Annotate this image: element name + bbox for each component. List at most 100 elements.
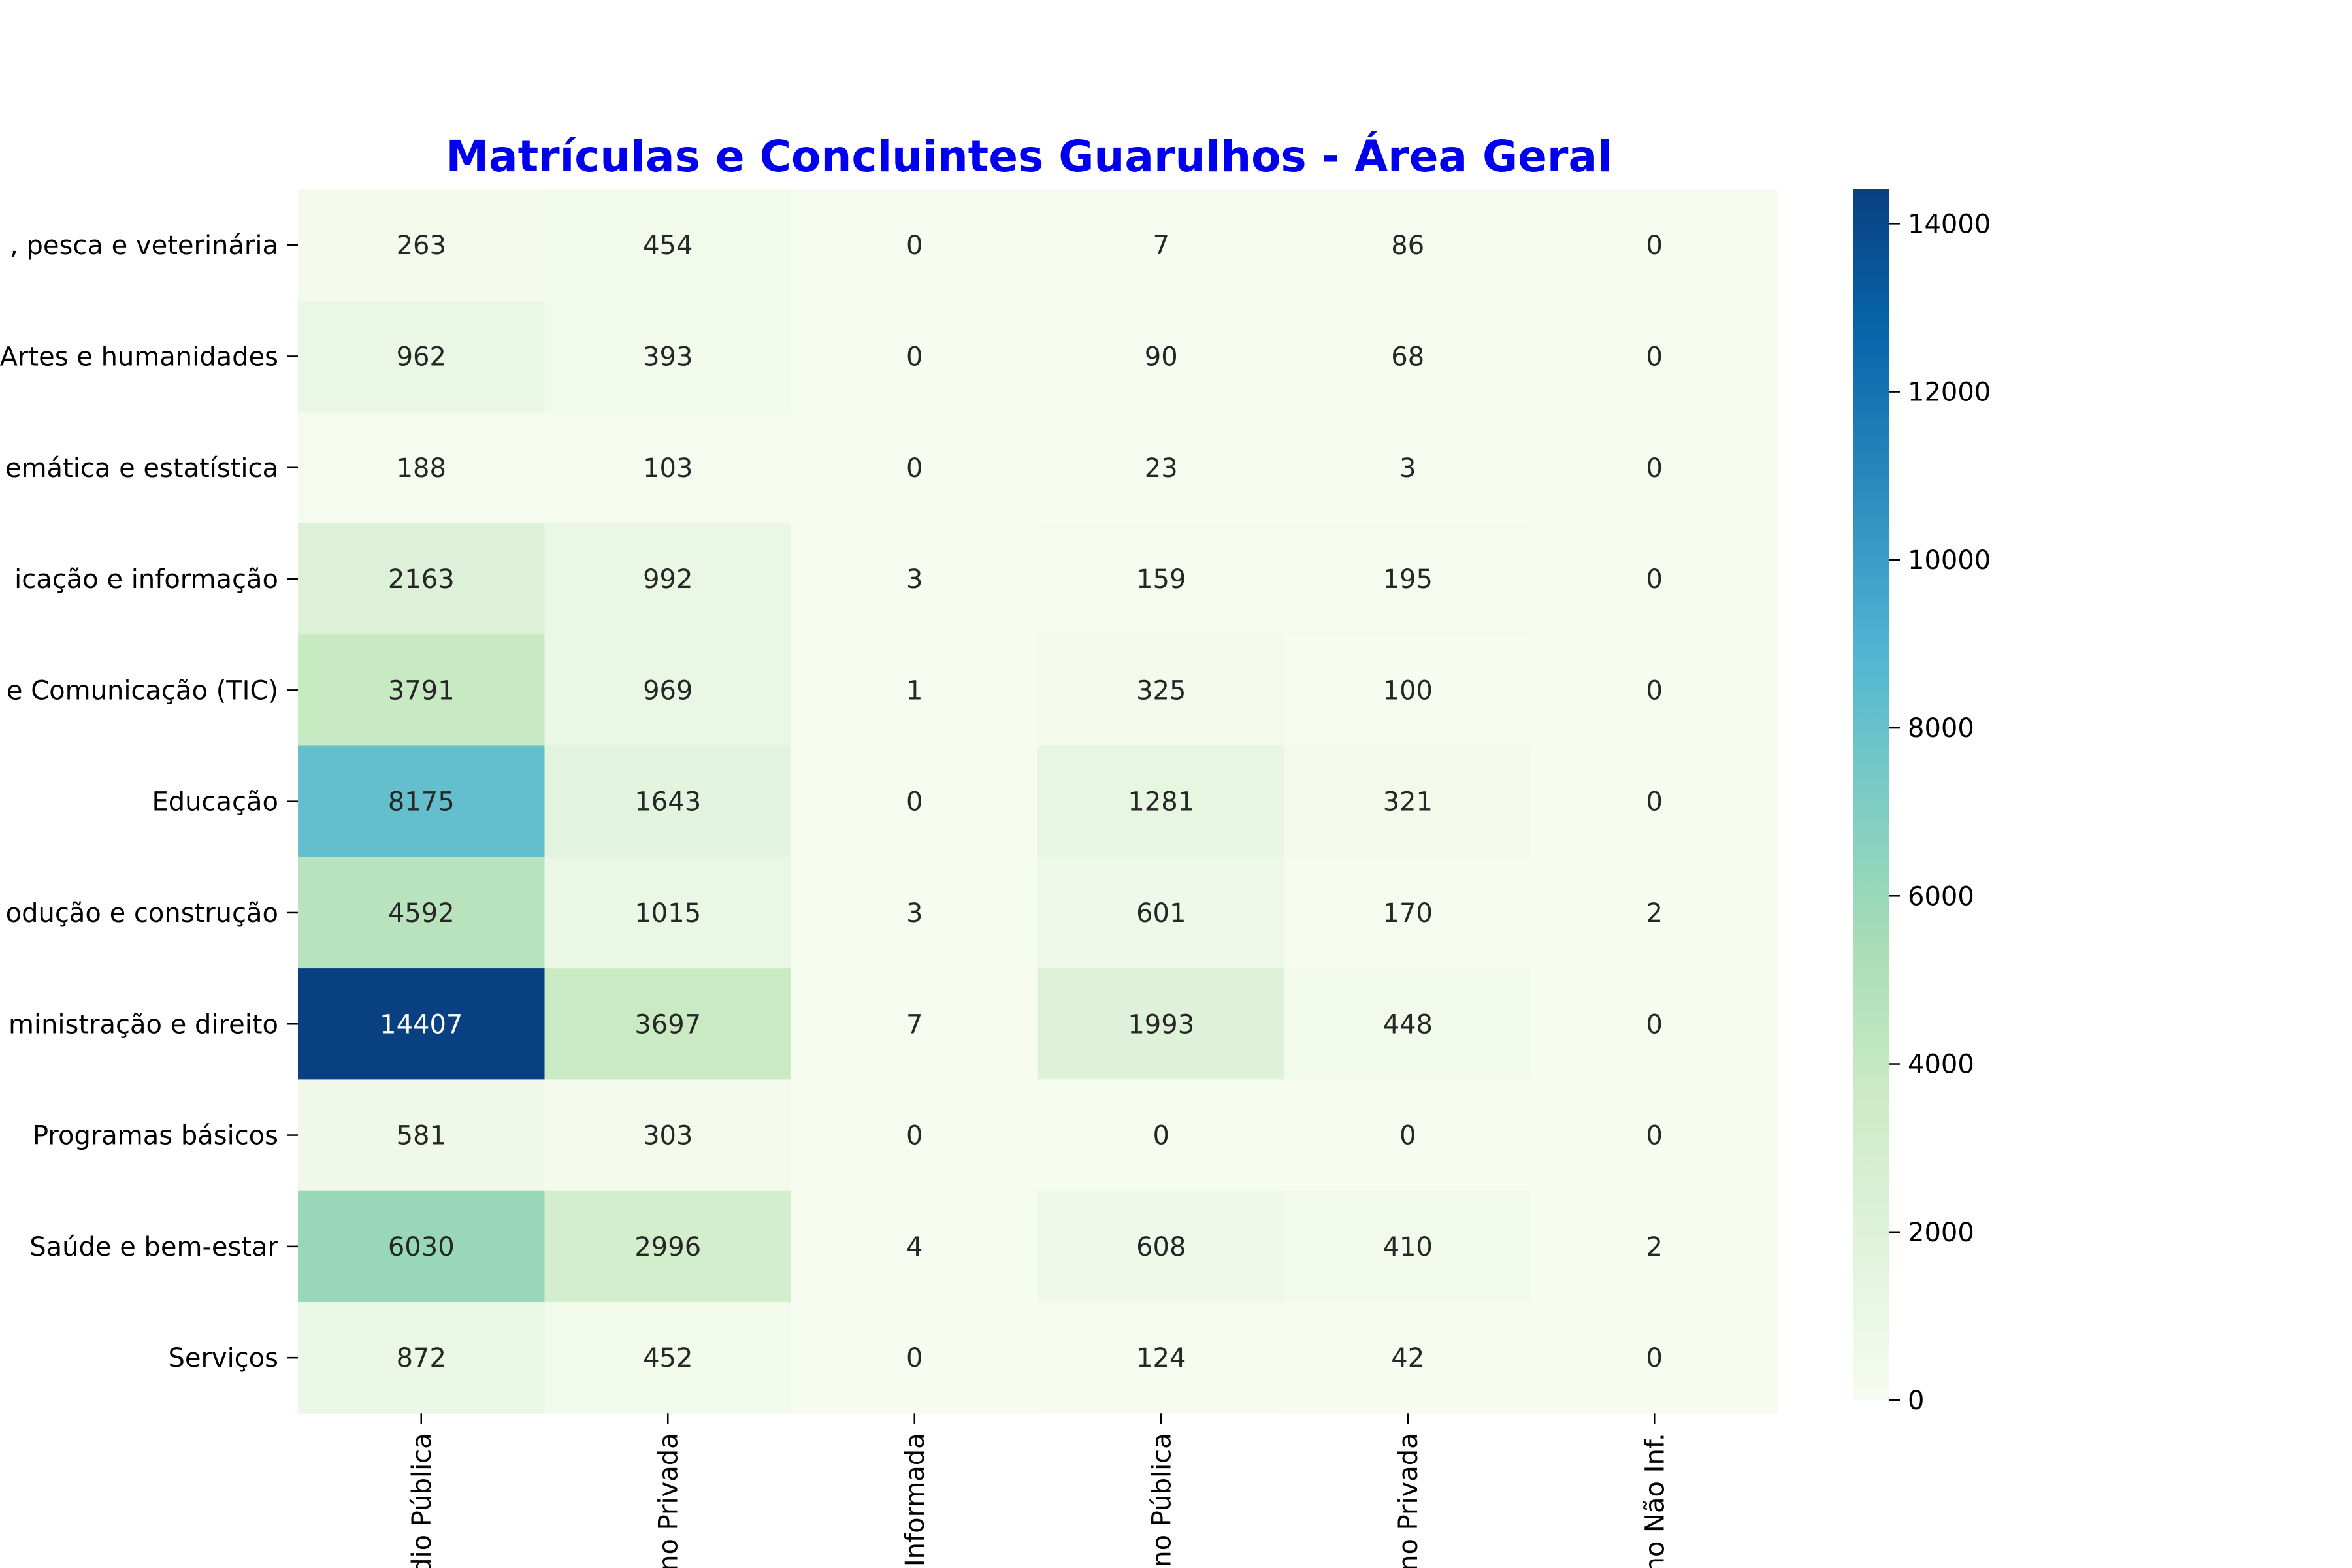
cell-value-label: 0 <box>906 231 923 261</box>
heatmap-cell <box>298 745 545 858</box>
heatmap-cell <box>1037 1079 1285 1192</box>
heatmap-cell <box>298 1190 545 1303</box>
heatmap-cell <box>791 634 1038 746</box>
cell-value-label: 0 <box>1399 1121 1416 1151</box>
cell-value-label: 3 <box>906 564 923 595</box>
cell-value-label: 0 <box>906 453 923 483</box>
cell-value-label: 8175 <box>388 787 455 817</box>
heatmap-cell <box>1284 745 1531 858</box>
row-label: icação e informação <box>14 564 278 595</box>
colorbar-gradient <box>1853 189 1889 1400</box>
heatmap-cell <box>1284 1190 1531 1303</box>
colorbar-tick-label: 6000 <box>1908 881 1974 911</box>
heatmap-cell <box>298 523 545 635</box>
cell-value-label: 393 <box>643 342 693 372</box>
cell-value-label: 4 <box>906 1232 923 1262</box>
row-label: ministração e direito <box>8 1009 278 1039</box>
colorbar <box>1853 189 1889 1400</box>
heatmap-cell <box>791 301 1038 413</box>
cell-value-label: 7 <box>906 1009 923 1039</box>
cell-value-label: 195 <box>1383 564 1433 595</box>
cell-value-label: 0 <box>1646 564 1663 595</box>
cell-value-label: 2 <box>1646 898 1663 928</box>
row-label: , pesca e veterinária <box>10 231 278 261</box>
row-label: Programas básicos <box>33 1121 278 1151</box>
cell-value-label: 2996 <box>634 1232 701 1262</box>
heatmap-cell <box>1531 523 1778 635</box>
row-labels: , pesca e veterinária Artes e humanidades… <box>0 231 298 1373</box>
heatmap-cell <box>1284 412 1531 524</box>
cell-value-label: 2 <box>1646 1232 1663 1262</box>
heatmap-cell <box>298 189 545 301</box>
cell-value-label: 448 <box>1383 1009 1433 1039</box>
heatmap-cell <box>1284 189 1531 301</box>
heatmap-cell <box>1284 1079 1531 1192</box>
heatmap-cell <box>544 412 792 524</box>
heatmap-cells <box>298 189 1778 1414</box>
colorbar-tick-label: 8000 <box>1908 713 1974 743</box>
heatmap-cell <box>1531 1190 1778 1303</box>
cell-value-label: 0 <box>1646 342 1663 372</box>
column-labels: édio Pública ino Privada o Informada nino P… <box>407 1413 1670 1568</box>
heatmap-cell <box>791 857 1038 969</box>
cell-value-label: 2163 <box>388 564 455 595</box>
cell-value-label: 452 <box>643 1343 693 1373</box>
heatmap-cell <box>1037 412 1285 524</box>
row-label: odução e construção <box>6 898 278 928</box>
cell-value-label: 188 <box>397 453 446 483</box>
row-label: Artes e humanidades <box>0 342 278 372</box>
row-label: Saúde e bem-estar <box>29 1232 278 1262</box>
heatmap-cell <box>544 523 792 635</box>
cell-value-label: 90 <box>1145 342 1178 372</box>
cell-value-label: 0 <box>1646 676 1663 706</box>
heatmap-cell <box>1037 301 1285 413</box>
heatmap-cell <box>791 745 1038 858</box>
colorbar-tick-label: 2000 <box>1908 1218 1974 1248</box>
cell-value-label: 263 <box>397 231 446 261</box>
chart-title: Matrículas e Concluintes Guarulhos - Áre… <box>446 131 1612 182</box>
heatmap-cell <box>1531 301 1778 413</box>
heatmap-cell <box>791 1079 1038 1192</box>
heatmap-cell <box>1531 968 1778 1080</box>
colorbar-tick-label: 10000 <box>1908 546 1991 576</box>
cell-value-label: 1643 <box>634 787 701 817</box>
cell-value-label: 0 <box>1646 231 1663 261</box>
heatmap-cell <box>1531 1079 1778 1192</box>
heatmap-cell <box>791 1302 1038 1414</box>
heatmap-cell <box>1037 189 1285 301</box>
column-label: ino Não Inf. <box>1640 1433 1670 1568</box>
heatmap-cell <box>1037 1302 1285 1414</box>
cell-value-label: 170 <box>1383 898 1433 928</box>
cell-value-label: 0 <box>906 342 923 372</box>
cell-value-label: 68 <box>1391 342 1424 372</box>
cell-value-label: 3791 <box>388 676 455 706</box>
row-label: Serviços <box>168 1343 278 1373</box>
cell-value-label: 0 <box>906 787 923 817</box>
cell-value-label: 1993 <box>1128 1009 1194 1039</box>
heatmap-cell <box>1037 523 1285 635</box>
cell-value-label: 1281 <box>1128 787 1194 817</box>
heatmap-cell <box>1284 857 1531 969</box>
heatmap-cell <box>1531 745 1778 858</box>
row-label: Educação <box>152 787 279 817</box>
heatmap-cell <box>1284 1302 1531 1414</box>
heatmap-cell <box>1037 634 1285 746</box>
heatmap-cell <box>544 189 792 301</box>
colorbar-tick-label: 12000 <box>1908 378 1991 408</box>
heatmap-cell <box>298 301 545 413</box>
heatmap-cell <box>1037 857 1285 969</box>
heatmap-cell <box>791 189 1038 301</box>
cell-value-label: 1 <box>906 676 923 706</box>
cell-value-label: 3697 <box>634 1009 701 1039</box>
heatmap-cell <box>1037 1190 1285 1303</box>
cell-value-label: 23 <box>1145 453 1178 483</box>
row-label: e Comunicação (TIC) <box>7 676 278 706</box>
cell-value-label: 0 <box>1646 1009 1663 1039</box>
cell-value-label: 0 <box>1646 1343 1663 1373</box>
cell-value-label: 4592 <box>388 898 455 928</box>
heatmap-cell <box>1284 634 1531 746</box>
heatmap-cell <box>298 1079 545 1192</box>
column-label: nino Pública <box>1147 1433 1177 1568</box>
heatmap-cell <box>298 968 545 1080</box>
